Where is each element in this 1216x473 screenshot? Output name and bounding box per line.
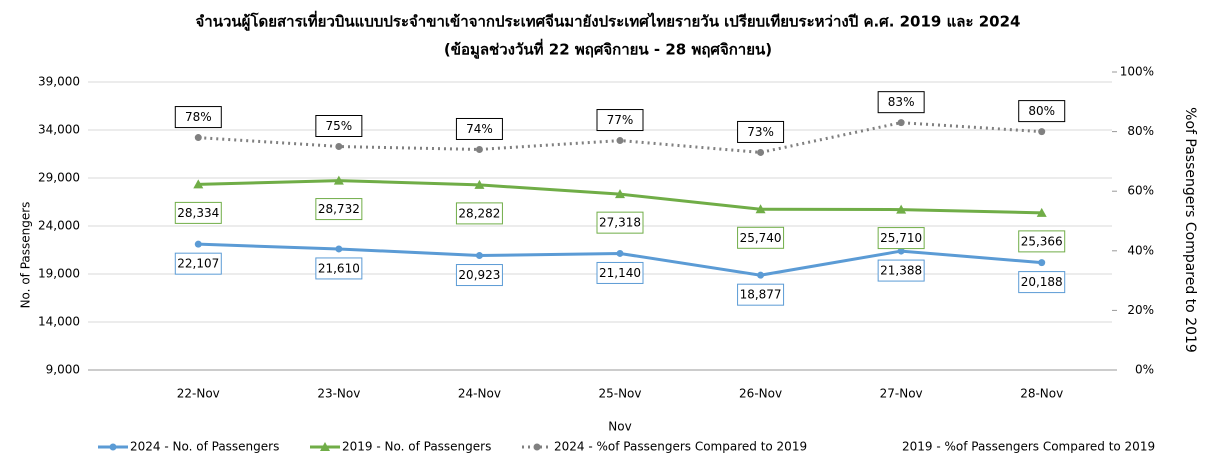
label-box [174, 106, 222, 129]
label-box [737, 120, 785, 143]
legend-marker [109, 443, 117, 451]
data-label: 73% [747, 125, 774, 139]
y-tick-label: 9,000 [46, 363, 80, 377]
marker [474, 179, 485, 189]
legend-label: 2019 - No. of Passengers [342, 440, 491, 454]
marker [897, 247, 905, 255]
label-box [1018, 100, 1066, 123]
chart-subtitle: (ข้อมูลช่วงวันที่ 22 พฤศจิกายน - 28 พฤศจ… [444, 39, 772, 60]
label-box [737, 226, 785, 249]
label-box [877, 227, 925, 250]
label-box [737, 283, 785, 306]
label-box [1018, 230, 1066, 253]
marker [757, 148, 765, 156]
x-tick-label: 23-Nov [317, 387, 360, 401]
data-label: 28,334 [177, 206, 219, 220]
marker [335, 245, 343, 253]
data-label: 25,366 [1021, 234, 1063, 248]
y-tick-label: 39,000 [38, 75, 80, 89]
data-label: 27,318 [599, 216, 641, 230]
label-box [877, 91, 925, 114]
data-label: 22,107 [177, 257, 219, 271]
y2-tick-label: 20% [1127, 303, 1154, 317]
data-label: 77% [607, 113, 634, 127]
label-box [315, 115, 363, 137]
y-tick-label: 24,000 [38, 219, 80, 233]
marker [335, 143, 343, 150]
y2-axis-label: %of Passengers Compared to 2019 [1182, 107, 1198, 353]
marker [1038, 128, 1046, 136]
x-tick-label: 27-Nov [880, 387, 923, 401]
marker [333, 175, 344, 185]
data-label: 80% [1028, 104, 1055, 118]
y-tick-label: 19,000 [38, 267, 80, 281]
x-tick-label: 25-Nov [598, 387, 641, 401]
marker [193, 179, 204, 189]
data-label: 78% [185, 110, 212, 124]
label-box [1018, 271, 1066, 294]
x-tick-label: 28-Nov [1020, 387, 1063, 401]
y2-tick-label: 60% [1127, 184, 1154, 198]
legend-marker [533, 443, 541, 451]
data-label: 74% [466, 122, 493, 136]
label-box [315, 198, 363, 221]
data-label: 21,610 [318, 261, 360, 275]
data-label: 83% [888, 95, 915, 109]
y2-tick-label: 40% [1127, 243, 1154, 257]
label-box [877, 259, 925, 282]
y2-tick-label: 0% [1135, 363, 1154, 377]
marker [755, 204, 766, 214]
data-label: 75% [326, 119, 353, 133]
legend-marker [320, 442, 330, 451]
label-box [174, 201, 222, 224]
chart-title: จำนวนผู้โดยสารเที่ยวบินแบบประจำขาเข้าจาก… [196, 11, 1021, 32]
y2-tick-label: 100% [1120, 65, 1154, 79]
label-box [596, 211, 644, 234]
label-box [455, 264, 503, 287]
y-tick-label: 14,000 [38, 315, 80, 329]
label-box [596, 261, 644, 284]
data-label: 21,388 [880, 264, 922, 278]
label-box [455, 202, 503, 225]
marker [194, 240, 202, 248]
x-tick-label: 22-Nov [177, 387, 220, 401]
y-tick-label: 29,000 [38, 171, 80, 185]
legend-label: 2019 - %of Passengers Compared to 2019 [902, 440, 1155, 454]
label-box [455, 117, 503, 140]
label-box [174, 252, 222, 275]
x-axis-label: Nov [608, 420, 631, 434]
marker [475, 145, 483, 153]
marker [475, 252, 483, 260]
marker [896, 204, 907, 214]
legend-label: 2024 - No. of Passengers [130, 440, 279, 454]
data-label: 25,740 [740, 231, 782, 245]
marker [1038, 259, 1046, 267]
y-axis-label: No. of Passengers [19, 202, 33, 309]
x-tick-label: 24-Nov [458, 387, 501, 401]
marker [616, 249, 624, 257]
data-label: 20,923 [458, 268, 500, 282]
data-label: 21,140 [599, 266, 641, 280]
label-box [315, 257, 363, 280]
marker [897, 119, 905, 127]
data-label: 28,282 [458, 206, 500, 220]
y-tick-label: 34,000 [38, 123, 80, 137]
marker [616, 137, 624, 145]
data-label: 20,188 [1021, 275, 1063, 289]
y2-tick-label: 80% [1127, 124, 1154, 138]
x-tick-label: 26-Nov [739, 387, 782, 401]
marker [757, 271, 765, 279]
data-label: 18,877 [740, 288, 782, 302]
label-box [596, 109, 644, 132]
marker [1036, 207, 1047, 217]
legend-label: 2024 - %of Passengers Compared to 2019 [554, 440, 807, 454]
marker [194, 134, 202, 142]
marker [615, 189, 625, 199]
data-label: 28,732 [318, 202, 360, 216]
data-label: 25,710 [880, 231, 922, 245]
